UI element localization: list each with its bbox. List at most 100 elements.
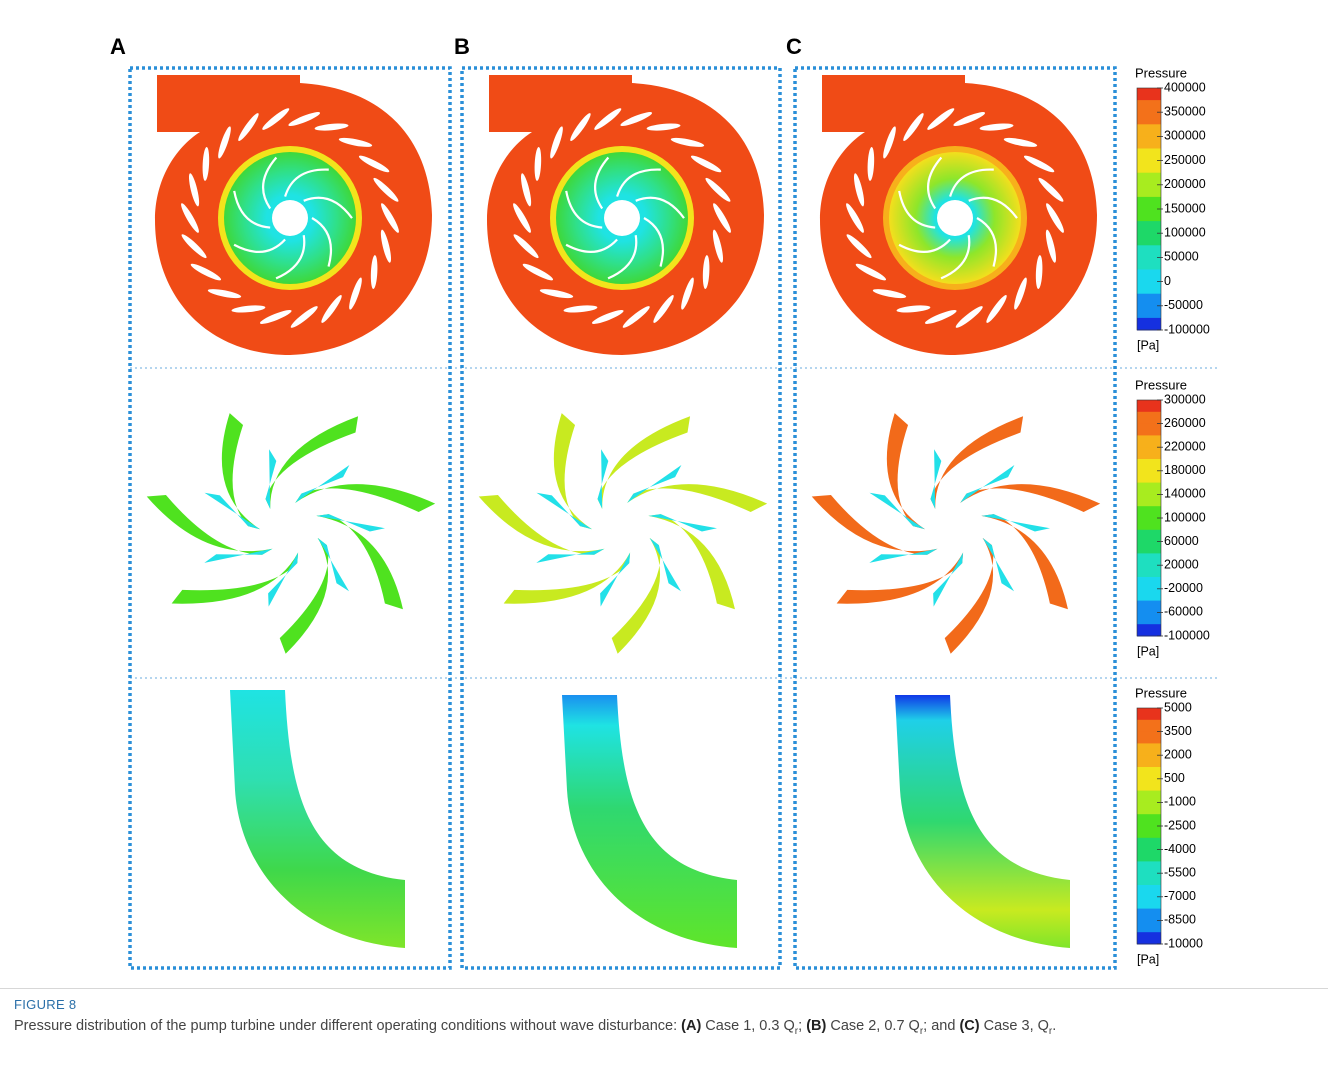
caption-part: ; [798,1018,806,1034]
colorbar-band [1137,483,1161,495]
colorbar-band [1137,767,1161,779]
colorbar-unit: [Pa] [1137,338,1159,352]
colorbar-band [1137,161,1161,174]
colorbar-tick-label: 180000 [1164,463,1206,477]
colorbar-tick-label: 0 [1164,274,1171,288]
colorbar-tick-label: 140000 [1164,487,1206,501]
colorbar-band [1137,708,1161,720]
blade-outer [960,484,1100,512]
colorbar-band [1137,553,1161,565]
colorbar-tick-label: -1000 [1164,795,1196,809]
blade-outer [222,413,260,529]
colorbar-band [1137,612,1161,624]
separator [0,988,1328,989]
colorbar-tick-label: -10000 [1164,936,1203,950]
draft-tube-contour [230,690,405,948]
figure-number: FIGURE 8 [14,997,1328,1012]
blade-inner [204,549,272,563]
colorbar-tick-label: -8500 [1164,913,1196,927]
blade-outer [598,416,691,509]
colorbar-band [1137,601,1161,613]
colorbar-tick-label: 250000 [1164,153,1206,167]
caption-text: Pressure distribution of the pump turbin… [14,1016,1234,1042]
colorbar-tick-label: 200000 [1164,177,1206,191]
colorbar-band [1137,447,1161,459]
colorbar-band [1137,909,1161,921]
draft-tube-contour [562,695,737,948]
caption-part: Pressure distribution of the pump turbin… [14,1018,681,1034]
blade-outer [504,553,630,604]
colorbar-band [1137,624,1161,636]
colorbar-band [1137,873,1161,885]
colorbar-band [1137,282,1161,295]
colorbar-tick-label: 20000 [1164,557,1199,571]
casing-contour [820,75,1097,355]
colorbar-band [1137,530,1161,542]
colorbar-band [1137,88,1161,101]
colorbar-title: Pressure [1135,65,1187,80]
colorbar-band [1137,861,1161,873]
colorbar-tick-label: -2500 [1164,818,1196,832]
colorbar-band [1137,100,1161,113]
colorbar-band [1137,112,1161,125]
panel-label: C [786,34,802,59]
colorbar-title: Pressure [1135,685,1187,700]
blade-outer [266,416,359,509]
colorbar-band [1137,471,1161,483]
colorbar-band [1137,779,1161,791]
colorbar-band [1137,791,1161,803]
blade-outer [945,538,994,654]
colorbar-unit: [Pa] [1137,952,1159,966]
colorbar-band [1137,897,1161,909]
colorbar-band [1137,197,1161,210]
colorbar-band [1137,136,1161,149]
casing-contour [487,75,764,355]
colorbar-band [1137,732,1161,744]
caption-part: (B) [806,1018,826,1034]
colorbar-tick-label: 500 [1164,771,1185,785]
caption-part: Case 3, Q [980,1018,1049,1034]
colorbar-band [1137,565,1161,577]
colorbar-tick-label: 350000 [1164,104,1206,118]
colorbar-tick-label: 260000 [1164,416,1206,430]
blade-outer [295,484,435,512]
blade-inner [295,465,349,503]
blade-outer [316,514,403,609]
caption-part: (C) [959,1018,979,1034]
colorbar-band [1137,400,1161,412]
colorbar-tick-label: -100000 [1164,322,1210,336]
hub [272,200,308,236]
colorbar-band [1137,577,1161,589]
colorbar-band [1137,518,1161,530]
colorbar-band [1137,306,1161,319]
caption-part: Case 2, 0.7 Q [826,1018,920,1034]
colorbar-band [1137,506,1161,518]
blade-outer [648,514,735,609]
caption-part: . [1052,1018,1056,1034]
colorbar-tick-label: -4000 [1164,842,1196,856]
colorbar-band [1137,494,1161,506]
colorbar-band [1137,257,1161,270]
blade-inner [536,549,604,563]
colorbar-band [1137,814,1161,826]
colorbar-tick-label: 60000 [1164,534,1199,548]
colorbar-tick-label: -7000 [1164,889,1196,903]
colorbar-tick-label: 150000 [1164,201,1206,215]
blade-inner [869,549,937,563]
runner-contour [812,413,1100,654]
caption-part: Case 1, 0.3 Q [701,1018,795,1034]
colorbar-band [1137,318,1161,331]
panel-label: A [110,34,126,59]
blade-inner [960,465,1014,503]
blade-inner [931,449,942,509]
runner-contour [147,413,435,654]
blade-outer [554,413,592,529]
colorbar-tick-label: 5000 [1164,700,1192,714]
colorbar-band [1137,850,1161,862]
colorbar-band [1137,149,1161,162]
colorbar-band [1137,185,1161,198]
blade-inner [627,465,681,503]
colorbar-band [1137,826,1161,838]
hub [937,200,973,236]
colorbar-title: Pressure [1135,377,1187,392]
